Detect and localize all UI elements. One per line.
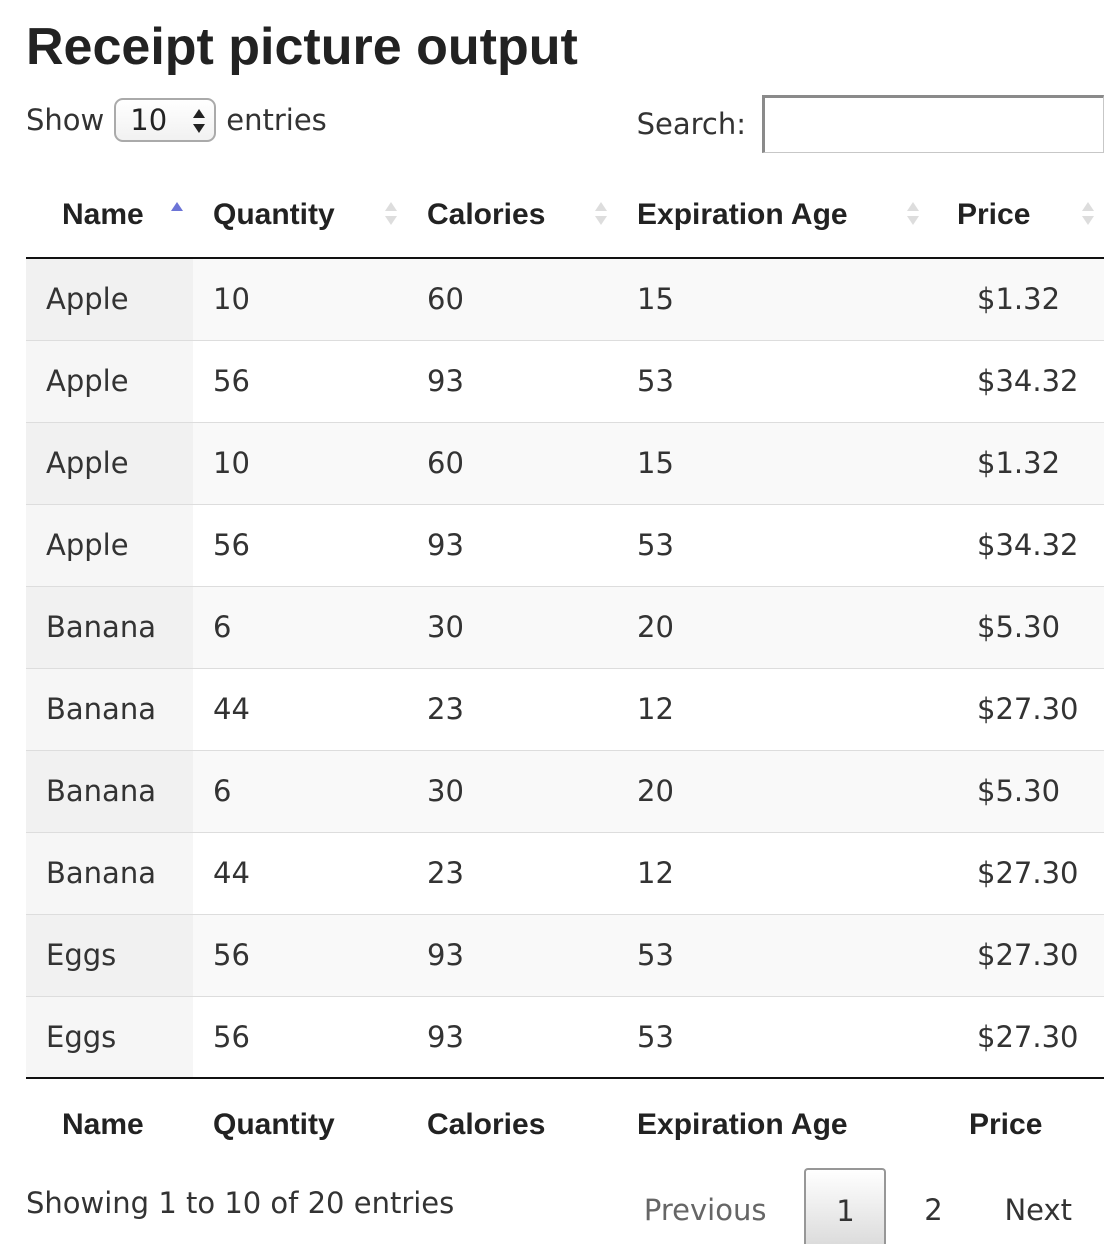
cell-expiration-age: 15	[617, 258, 929, 340]
cell-expiration-age: 20	[617, 749, 929, 832]
next-button[interactable]: Next	[1004, 1193, 1072, 1227]
cell-calories: 93	[407, 913, 617, 996]
table-row: Eggs 56 93 53 $27.30	[26, 995, 1104, 1079]
cell-calories: 93	[407, 995, 617, 1079]
cell-price: $1.32	[929, 421, 1104, 504]
column-header-quantity[interactable]: Quantity	[193, 172, 407, 259]
cell-expiration-age: 20	[617, 585, 929, 668]
page-button-2[interactable]: 2	[924, 1193, 943, 1227]
sort-both-icon	[1082, 202, 1094, 225]
entries-label: entries	[226, 103, 327, 137]
entries-select-value: 10	[130, 103, 168, 137]
cell-name: Banana	[26, 831, 193, 914]
sort-ascending-icon	[171, 202, 183, 211]
cell-name: Apple	[26, 421, 193, 504]
table-row: Banana 44 23 12 $27.30	[26, 667, 1104, 750]
cell-name: Banana	[26, 749, 193, 832]
footer-header-price: Price	[969, 1108, 1043, 1141]
cell-price: $34.32	[929, 503, 1104, 586]
cell-calories: 93	[407, 339, 617, 422]
search-input[interactable]	[762, 95, 1104, 153]
page-button-1[interactable]: 1	[804, 1168, 887, 1244]
cell-name: Banana	[26, 667, 193, 750]
sort-both-icon	[907, 202, 919, 225]
search-control: Search:	[637, 93, 1104, 155]
column-header-expiration-age[interactable]: Expiration Age	[617, 172, 929, 259]
column-header-name[interactable]: Name	[26, 172, 193, 259]
table-row: Apple 56 93 53 $34.32	[26, 503, 1104, 586]
header-row: Name Quantity Calories	[26, 172, 1104, 259]
cell-calories: 23	[407, 831, 617, 914]
cell-quantity: 56	[193, 995, 407, 1079]
cell-name: Apple	[26, 503, 193, 586]
cell-calories: 23	[407, 667, 617, 750]
footer-row: Name Quantity Calories Expiration Age Pr…	[26, 1078, 1104, 1171]
cell-expiration-age: 53	[617, 339, 929, 422]
footer-header-expiration-age: Expiration Age	[637, 1108, 848, 1141]
cell-expiration-age: 53	[617, 503, 929, 586]
table-row: Apple 56 93 53 $34.32	[26, 339, 1104, 422]
cell-quantity: 10	[193, 421, 407, 504]
footer-header-calories: Calories	[427, 1108, 546, 1141]
cell-quantity: 10	[193, 258, 407, 340]
sort-both-icon	[385, 202, 397, 225]
cell-calories: 93	[407, 503, 617, 586]
cell-price: $27.30	[929, 667, 1104, 750]
cell-price: $1.32	[929, 258, 1104, 340]
cell-expiration-age: 15	[617, 421, 929, 504]
entries-length-control: Show 10 entries	[26, 96, 327, 144]
cell-name: Banana	[26, 585, 193, 668]
cell-name: Apple	[26, 258, 193, 340]
cell-quantity: 56	[193, 913, 407, 996]
cell-name: Eggs	[26, 913, 193, 996]
cell-price: $5.30	[929, 585, 1104, 668]
cell-price: $27.30	[929, 913, 1104, 996]
page-title: Receipt picture output	[26, 18, 578, 76]
cell-price: $27.30	[929, 995, 1104, 1079]
cell-calories: 60	[407, 258, 617, 340]
table-info: Showing 1 to 10 of 20 entries	[26, 1186, 455, 1220]
entries-select[interactable]: 10	[114, 98, 217, 142]
cell-name: Eggs	[26, 995, 193, 1079]
footer-header-quantity: Quantity	[213, 1108, 335, 1141]
footer-header-name: Name	[62, 1108, 144, 1141]
cell-name: Apple	[26, 339, 193, 422]
cell-quantity: 56	[193, 503, 407, 586]
cell-quantity: 56	[193, 339, 407, 422]
table-row: Apple 10 60 15 $1.32	[26, 421, 1104, 504]
column-header-calories[interactable]: Calories	[407, 172, 617, 259]
table-row: Banana 44 23 12 $27.30	[26, 831, 1104, 914]
cell-expiration-age: 53	[617, 913, 929, 996]
cell-expiration-age: 12	[617, 667, 929, 750]
cell-quantity: 44	[193, 667, 407, 750]
cell-expiration-age: 53	[617, 995, 929, 1079]
previous-button[interactable]: Previous	[643, 1193, 767, 1227]
select-arrows-icon	[193, 109, 206, 133]
cell-calories: 30	[407, 749, 617, 832]
table-row: Apple 10 60 15 $1.32	[26, 258, 1104, 340]
cell-price: $27.30	[929, 831, 1104, 914]
cell-calories: 30	[407, 585, 617, 668]
cell-quantity: 6	[193, 749, 407, 832]
data-table: Name Quantity Calories	[26, 172, 1104, 1171]
cell-price: $5.30	[929, 749, 1104, 832]
search-label: Search:	[636, 107, 746, 141]
table-row: Banana 6 30 20 $5.30	[26, 749, 1104, 832]
cell-calories: 60	[407, 421, 617, 504]
cell-price: $34.32	[929, 339, 1104, 422]
table-row: Eggs 56 93 53 $27.30	[26, 913, 1104, 996]
sort-both-icon	[595, 202, 607, 225]
table-row: Banana 6 30 20 $5.30	[26, 585, 1104, 668]
cell-expiration-age: 12	[617, 831, 929, 914]
show-label: Show	[26, 103, 105, 137]
cell-quantity: 44	[193, 831, 407, 914]
cell-quantity: 6	[193, 585, 407, 668]
column-header-price[interactable]: Price	[929, 172, 1104, 259]
pagination: Previous 1 2 Next	[620, 1168, 1104, 1244]
